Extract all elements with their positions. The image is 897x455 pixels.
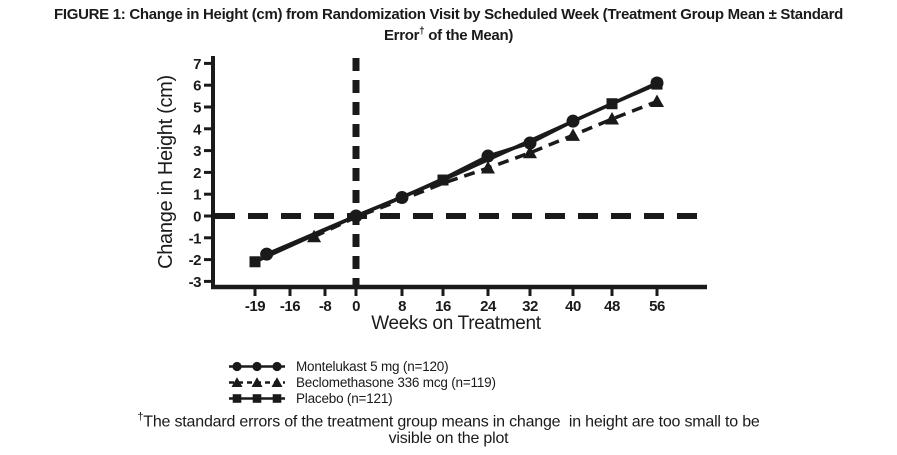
legend-square-marker-icon	[229, 393, 285, 403]
marker-square	[437, 174, 449, 186]
y-tick-label: 7	[193, 56, 201, 73]
y-tick-label: 6	[193, 78, 201, 95]
x-tick-label: 24	[480, 298, 497, 315]
legend-item-triangle: Beclomethasone 336 mcg (n=119)	[228, 374, 496, 390]
figure-title-line1: FIGURE 1: Change in Height (cm) from Ran…	[53, 6, 844, 23]
marker-circle	[481, 149, 495, 163]
x-tick-label: -16	[280, 298, 300, 315]
y-tick-label: -3	[189, 274, 201, 291]
marker-circle	[523, 136, 537, 150]
x-tick-label: 0	[352, 298, 360, 315]
y-tick-label: -1	[189, 230, 201, 247]
series-line-circle	[266, 81, 658, 256]
y-tick-label: 5	[193, 100, 201, 117]
footnote-line1: †The standard errors of the treatment gr…	[137, 411, 760, 431]
marker-square	[606, 98, 618, 110]
legend-label: Placebo (n=121)	[296, 390, 393, 406]
marker-triangle	[566, 128, 580, 141]
dagger-symbol: †	[137, 411, 144, 423]
marker-triangle	[307, 229, 322, 243]
figure-title-line2: Error† of the Mean)	[383, 26, 514, 44]
x-axis-title: Weeks on Treatment	[371, 313, 542, 334]
figure-title: FIGURE 1: Change in Height (cm) from Ran…	[0, 6, 897, 44]
y-tick-label: 3	[193, 143, 201, 160]
y-tick-label: 0	[193, 209, 201, 226]
marker-triangle	[523, 145, 537, 159]
chart-legend: Montelukast 5 mg (n=120) Beclomethasone 3…	[228, 358, 496, 406]
x-tick-label: 56	[649, 298, 665, 315]
legend-circle-marker-icon	[229, 361, 285, 371]
y-tick-label: -2	[189, 252, 201, 269]
legend-label: Montelukast 5 mg (n=120)	[296, 358, 449, 374]
x-tick-label: 16	[435, 298, 451, 315]
x-tick-label: -19	[245, 298, 265, 315]
figure-footnote: †The standard errors of the treatment gr…	[0, 409, 897, 447]
marker-circle	[260, 247, 274, 261]
y-axis-title: Change in Height (cm)	[155, 75, 177, 269]
marker-square	[249, 256, 261, 268]
y-tick-label: 1	[193, 187, 201, 204]
x-tick-label: -8	[319, 298, 331, 315]
dagger-symbol: †	[419, 26, 425, 37]
marker-triangle	[605, 111, 619, 125]
marker-circle	[566, 114, 580, 128]
marker-circle	[650, 76, 664, 90]
marker-circle	[349, 209, 363, 223]
marker-circle	[395, 190, 409, 204]
x-tick-label: 48	[604, 298, 620, 315]
y-tick-label: 4	[193, 121, 202, 138]
marker-triangle	[481, 161, 495, 174]
legend-label: Beclomethasone 336 mcg (n=119)	[296, 374, 496, 390]
x-tick-label: 32	[522, 298, 538, 315]
footnote-line2: visible on the plot	[388, 430, 509, 448]
y-tick-label: 2	[193, 165, 201, 182]
legend-triangle-marker-icon	[229, 376, 285, 387]
legend-item-circle: Montelukast 5 mg (n=120)	[228, 358, 496, 374]
x-tick-label: 8	[398, 298, 406, 315]
x-tick-label: 40	[565, 298, 581, 315]
marker-triangle	[650, 94, 664, 108]
legend-item-square: Placebo (n=121)	[228, 390, 496, 406]
